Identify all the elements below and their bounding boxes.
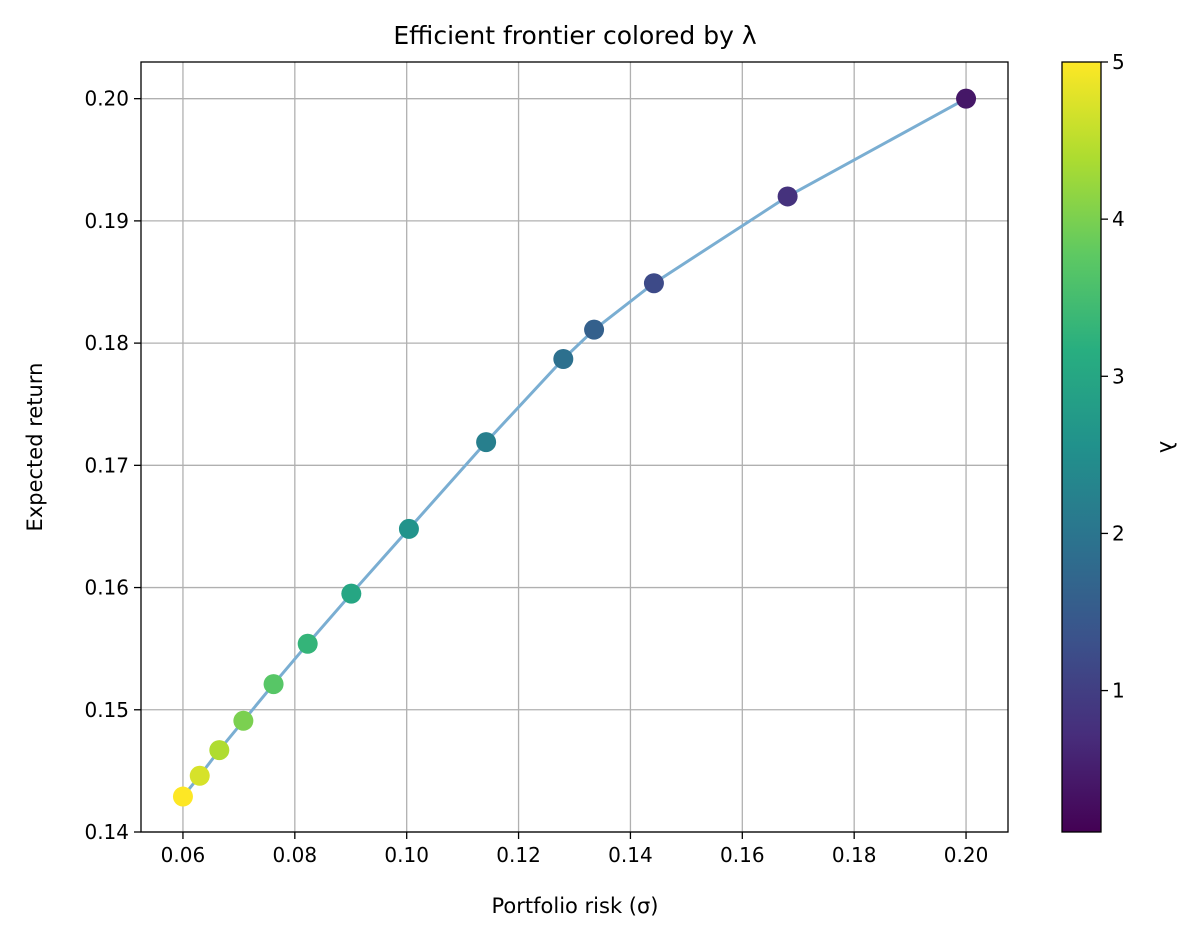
- colorbar-tick-label: 2: [1112, 521, 1125, 545]
- colorbar-ticks: 1 2 3 4 5: [1101, 50, 1125, 703]
- frontier-point: [172, 786, 193, 807]
- y-tick-label: 0.14: [84, 820, 129, 844]
- frontier-point: [584, 319, 605, 340]
- series: [172, 88, 977, 807]
- plot-frame: [140, 61, 1009, 833]
- frontier-point: [341, 583, 362, 604]
- y-axis: 0.14 0.15 0.16 0.17 0.18 0.19 0.20: [84, 87, 141, 844]
- frontier-point: [263, 674, 284, 695]
- x-tick-label: 0.10: [384, 843, 429, 867]
- colorbar-gradient: [1061, 61, 1102, 833]
- frontier-point: [553, 349, 574, 369]
- x-tick-label: 0.20: [944, 843, 989, 867]
- x-axis-label: Portfolio risk (σ): [491, 894, 658, 918]
- frontier-point: [643, 273, 664, 294]
- frontier-point: [209, 740, 230, 761]
- y-axis-label: Expected return: [23, 363, 47, 532]
- frontier-point: [476, 432, 497, 453]
- frontier-point: [233, 710, 254, 731]
- x-tick-label: 0.08: [273, 843, 318, 867]
- y-tick-label: 0.16: [84, 576, 129, 600]
- y-tick-label: 0.18: [84, 331, 129, 355]
- colorbar: 1 2 3 4 5 λ: [1061, 50, 1179, 833]
- x-tick-label: 0.06: [161, 843, 206, 867]
- frontier-point: [189, 765, 210, 786]
- x-tick-label: 0.16: [720, 843, 765, 867]
- y-tick-label: 0.15: [84, 698, 129, 722]
- x-tick-label: 0.12: [496, 843, 541, 867]
- colorbar-tick-label: 1: [1112, 679, 1125, 703]
- x-axis: 0.06 0.08 0.10 0.12 0.14 0.16 0.18 0.20: [161, 832, 989, 867]
- frontier-point: [398, 518, 419, 539]
- x-tick-label: 0.14: [608, 843, 653, 867]
- frontier-point: [956, 88, 977, 109]
- y-tick-label: 0.19: [84, 209, 129, 233]
- x-tick-label: 0.18: [832, 843, 877, 867]
- colorbar-tick-label: 5: [1112, 50, 1125, 74]
- y-tick-label: 0.20: [84, 87, 129, 111]
- colorbar-tick-label: 4: [1112, 207, 1125, 231]
- chart-title: Efficient frontier colored by λ: [393, 21, 756, 50]
- frontier-point: [777, 186, 798, 207]
- frontier-point: [297, 633, 318, 654]
- colorbar-label: λ: [1155, 441, 1179, 453]
- y-tick-label: 0.17: [84, 453, 129, 477]
- colorbar-tick-label: 3: [1112, 364, 1125, 388]
